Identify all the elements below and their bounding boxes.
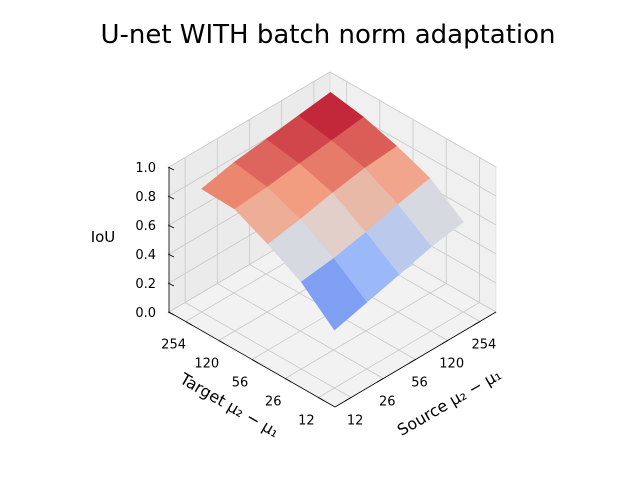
source-tick-label: 12 bbox=[347, 414, 364, 429]
z-tick-label: 0.8 bbox=[135, 190, 156, 205]
z-tick-label: 0.6 bbox=[135, 219, 156, 234]
target-tick bbox=[284, 378, 292, 383]
target-tick bbox=[251, 359, 259, 364]
chart-title: U-net WITH batch norm adaptation bbox=[100, 20, 556, 50]
z-tick bbox=[167, 253, 175, 258]
target-tick-label: 26 bbox=[265, 395, 282, 410]
z-tick-label: 0.0 bbox=[135, 306, 156, 321]
source-tick bbox=[473, 321, 481, 326]
z-tick bbox=[167, 224, 175, 229]
z-tick bbox=[167, 166, 175, 171]
source-tick-label: 120 bbox=[439, 357, 464, 372]
z-tick-label: 0.2 bbox=[135, 277, 156, 292]
source-tick-label: 26 bbox=[379, 395, 396, 410]
target-tick bbox=[218, 340, 226, 345]
z-tick-label: 1.0 bbox=[135, 161, 156, 176]
source-tick bbox=[409, 359, 416, 364]
source-tick bbox=[344, 397, 352, 402]
target-tick-label: 254 bbox=[161, 338, 186, 353]
grid-line-z bbox=[168, 71, 497, 168]
target-tick-label: 120 bbox=[194, 357, 219, 372]
source-tick-label: 56 bbox=[411, 376, 428, 391]
z-tick bbox=[167, 282, 175, 287]
z-tick bbox=[167, 195, 175, 200]
target-tick bbox=[185, 321, 192, 326]
target-tick bbox=[318, 397, 325, 402]
source-tick-label: 254 bbox=[471, 338, 496, 353]
z-tick-label: 0.4 bbox=[135, 248, 156, 263]
target-tick-label: 56 bbox=[232, 376, 249, 391]
source-tick bbox=[377, 378, 384, 383]
source-tick bbox=[441, 340, 448, 345]
target-tick-label: 12 bbox=[298, 414, 315, 429]
surface-patch bbox=[300, 258, 368, 331]
z-tick bbox=[167, 311, 175, 316]
z-axis-label: IoU bbox=[91, 228, 116, 246]
